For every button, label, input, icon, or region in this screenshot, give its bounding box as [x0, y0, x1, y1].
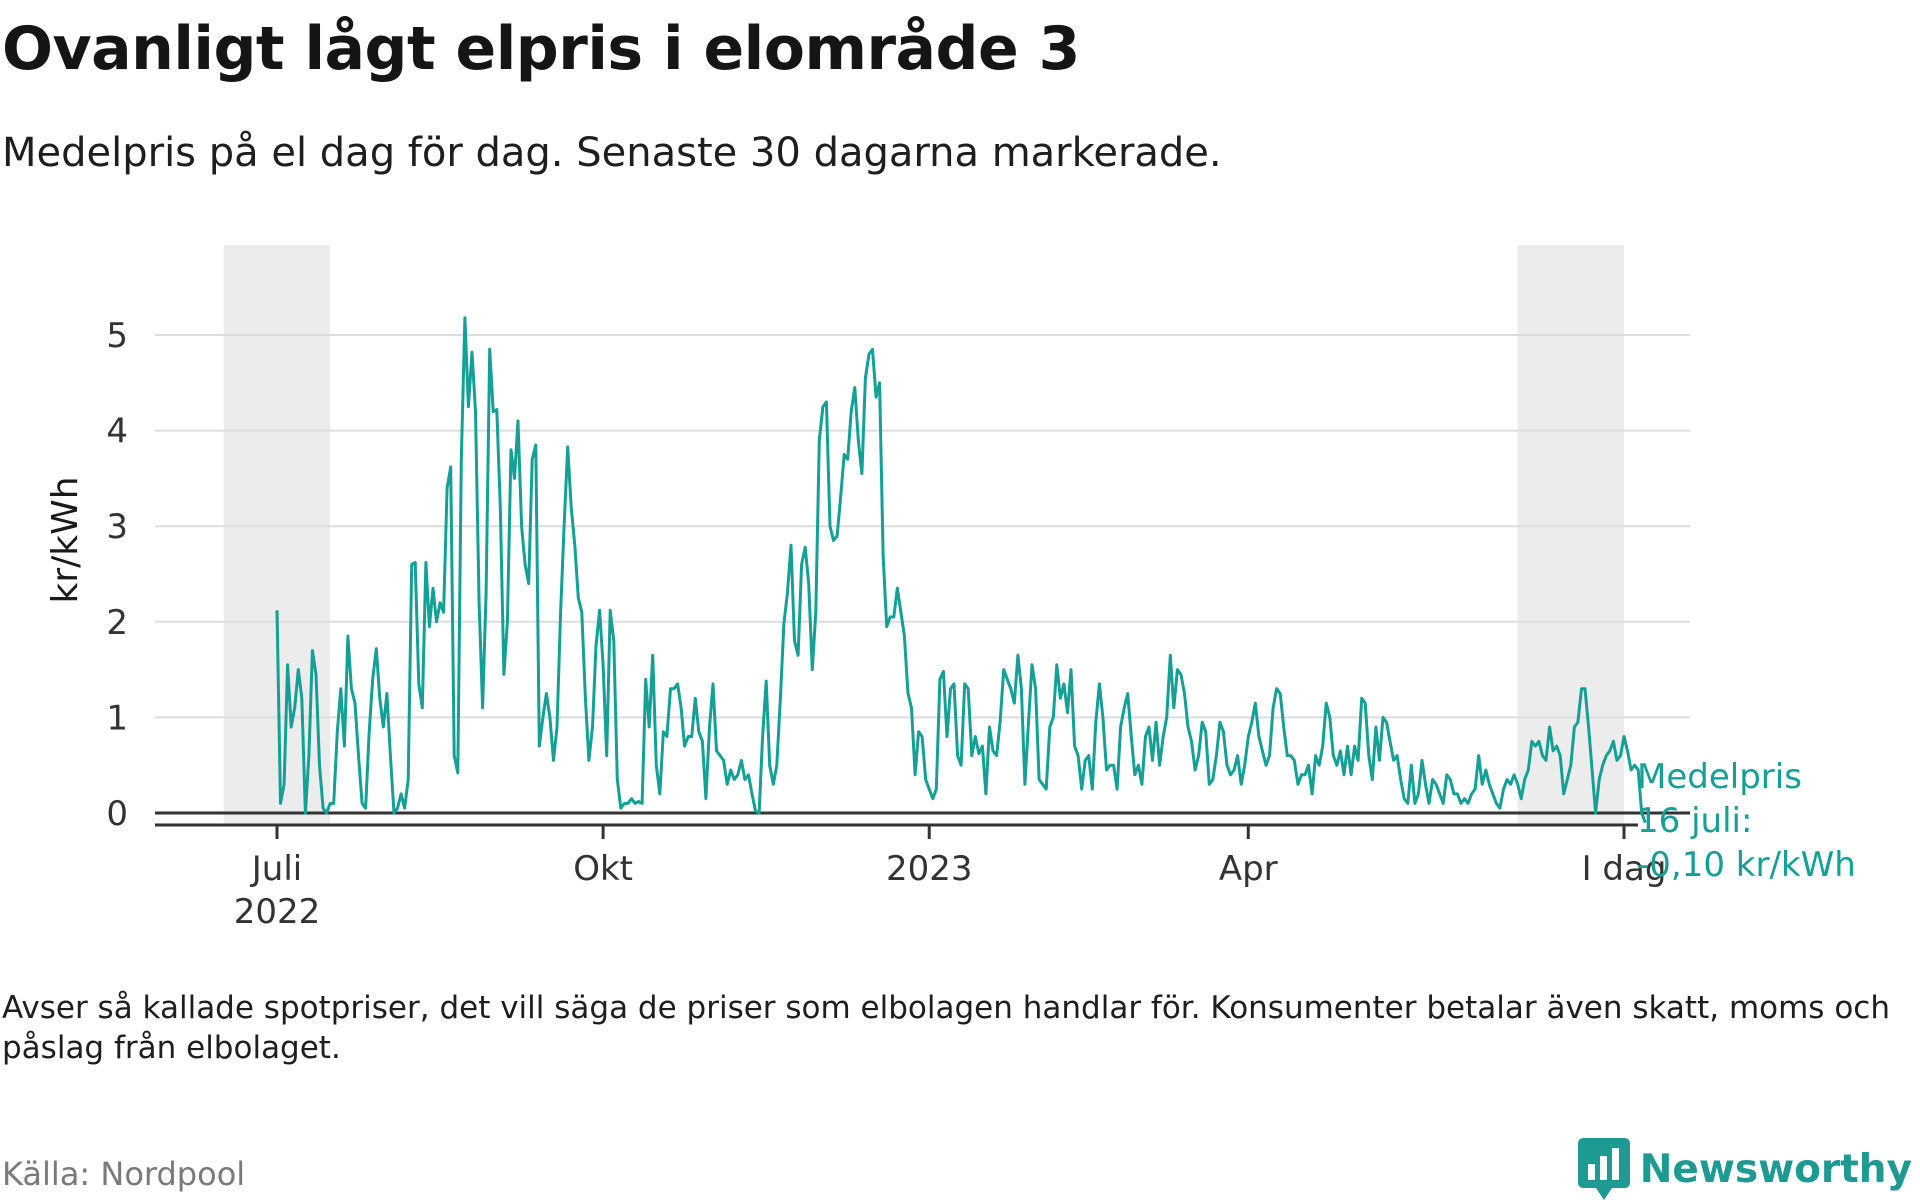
footnote: Avser så kallade spotpriser, det vill sä…	[2, 990, 1890, 1066]
y-tick-label: 4	[106, 412, 128, 452]
highlight-band-0	[223, 245, 331, 825]
y-tick-label: 0	[106, 794, 128, 834]
x-tick-label: 2022	[234, 892, 321, 932]
y-tick-label: 3	[106, 507, 128, 547]
annotation-line: -0,10 kr/kWh	[1637, 845, 1856, 885]
annotation-line: Medelpris	[1637, 757, 1802, 797]
y-tick-label: 5	[106, 316, 128, 356]
x-tick-label: Okt	[573, 849, 633, 889]
chart-title: Ovanligt lågt elpris i elområde 3	[2, 14, 1080, 84]
y-tick-label: 2	[106, 603, 128, 643]
newsworthy-brand[interactable]: Newsworthy	[1577, 1138, 1912, 1200]
highlight-band-1	[1517, 245, 1624, 825]
annotation-line: 16 juli:	[1637, 801, 1752, 841]
source-credit: Källa: Nordpool	[2, 1155, 246, 1193]
grid-lines	[155, 334, 1690, 719]
newsworthy-logo-icon	[1577, 1138, 1630, 1200]
x-tick-label: I dag	[1582, 849, 1667, 889]
y-tick-label: 1	[106, 698, 128, 738]
brand-name: Newsworthy	[1639, 1146, 1912, 1192]
series-line-medelpris	[275, 316, 1647, 824]
x-tick-label: 2023	[886, 849, 973, 889]
highlight-bands	[223, 245, 1624, 825]
x-tick-label: Juli	[250, 849, 302, 889]
x-tick-label: Apr	[1219, 849, 1278, 889]
chart-subtitle: Medelpris på el dag för dag. Senaste 30 …	[2, 130, 1222, 176]
y-axis-label: kr/kWh	[45, 476, 86, 603]
y-axis-ticks: 0 1 2 3 4 5	[106, 316, 128, 834]
